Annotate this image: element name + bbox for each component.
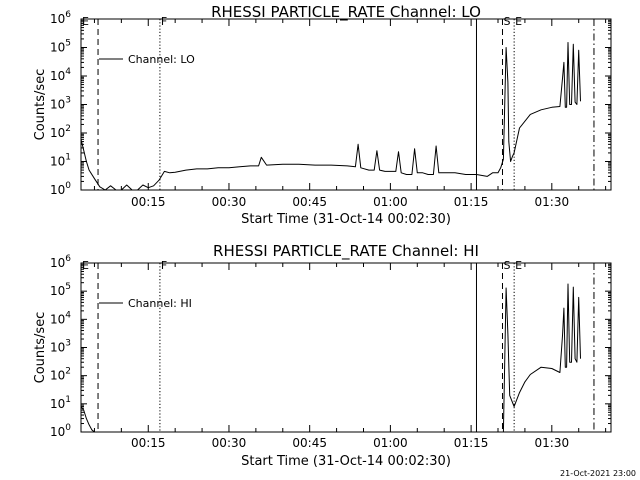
chart-title: RHESSI PARTICLE_RATE Channel: LO bbox=[211, 3, 481, 22]
x-axis-label: Start Time (31-Oct-14 00:02:30) bbox=[241, 454, 451, 469]
chart-title: RHESSI PARTICLE_RATE Channel: HI bbox=[213, 242, 479, 261]
y-tick-exponent: 4 bbox=[65, 310, 71, 320]
series-line bbox=[80, 42, 581, 191]
x-tick-label: 01:00 bbox=[373, 436, 408, 450]
y-tick-exponent: 5 bbox=[65, 282, 71, 292]
x-tick-label: 00:45 bbox=[292, 436, 327, 450]
event-marker-label: E bbox=[82, 259, 89, 272]
y-tick-exponent: 1 bbox=[65, 153, 71, 163]
y-tick-exponent: 0 bbox=[65, 181, 71, 191]
x-tick-label: 00:15 bbox=[131, 195, 166, 209]
x-tick-label: 00:30 bbox=[212, 436, 247, 450]
x-axis-label: Start Time (31-Oct-14 00:02:30) bbox=[241, 212, 451, 227]
y-tick-exponent: 4 bbox=[65, 67, 71, 77]
render-timestamp: 21-Oct-2021 23:00 bbox=[560, 469, 636, 478]
legend-label: Channel: LO bbox=[128, 53, 195, 66]
event-marker-label: E bbox=[515, 15, 522, 28]
y-tick-exponent: 0 bbox=[65, 423, 71, 433]
x-tick-label: 01:15 bbox=[454, 436, 489, 450]
chart-lo-channel: RHESSI PARTICLE_RATE Channel: LO Start Ti… bbox=[33, 3, 612, 227]
y-tick-exponent: 3 bbox=[65, 96, 71, 106]
event-marker-label: E bbox=[82, 15, 89, 28]
event-marker-label: F bbox=[161, 15, 167, 28]
event-marker-label: F bbox=[161, 259, 167, 272]
x-tick-label: 00:15 bbox=[131, 436, 166, 450]
x-tick-label: 01:00 bbox=[373, 195, 408, 209]
event-marker-label: S bbox=[503, 15, 510, 28]
y-axis-label: Counts/sec bbox=[33, 69, 48, 141]
y-tick-exponent: 5 bbox=[65, 39, 71, 49]
event-marker-label: S bbox=[503, 259, 510, 272]
x-tick-label: 00:45 bbox=[292, 195, 327, 209]
y-tick-exponent: 1 bbox=[65, 395, 71, 405]
x-tick-label: 01:30 bbox=[535, 436, 570, 450]
series-line bbox=[80, 283, 581, 433]
y-axis-label: Counts/sec bbox=[33, 312, 48, 384]
x-tick-label: 01:30 bbox=[535, 195, 570, 209]
x-tick-label: 01:15 bbox=[454, 195, 489, 209]
y-tick-exponent: 2 bbox=[65, 367, 71, 377]
y-tick-exponent: 6 bbox=[65, 254, 71, 264]
y-tick-exponent: 3 bbox=[65, 339, 71, 349]
y-tick-exponent: 2 bbox=[65, 124, 71, 134]
legend-label: Channel: HI bbox=[128, 297, 192, 310]
chart-hi-channel: RHESSI PARTICLE_RATE Channel: HI Start Ti… bbox=[33, 242, 612, 469]
x-tick-label: 00:30 bbox=[212, 195, 247, 209]
event-marker-label: E bbox=[515, 259, 522, 272]
y-tick-exponent: 6 bbox=[65, 10, 71, 20]
